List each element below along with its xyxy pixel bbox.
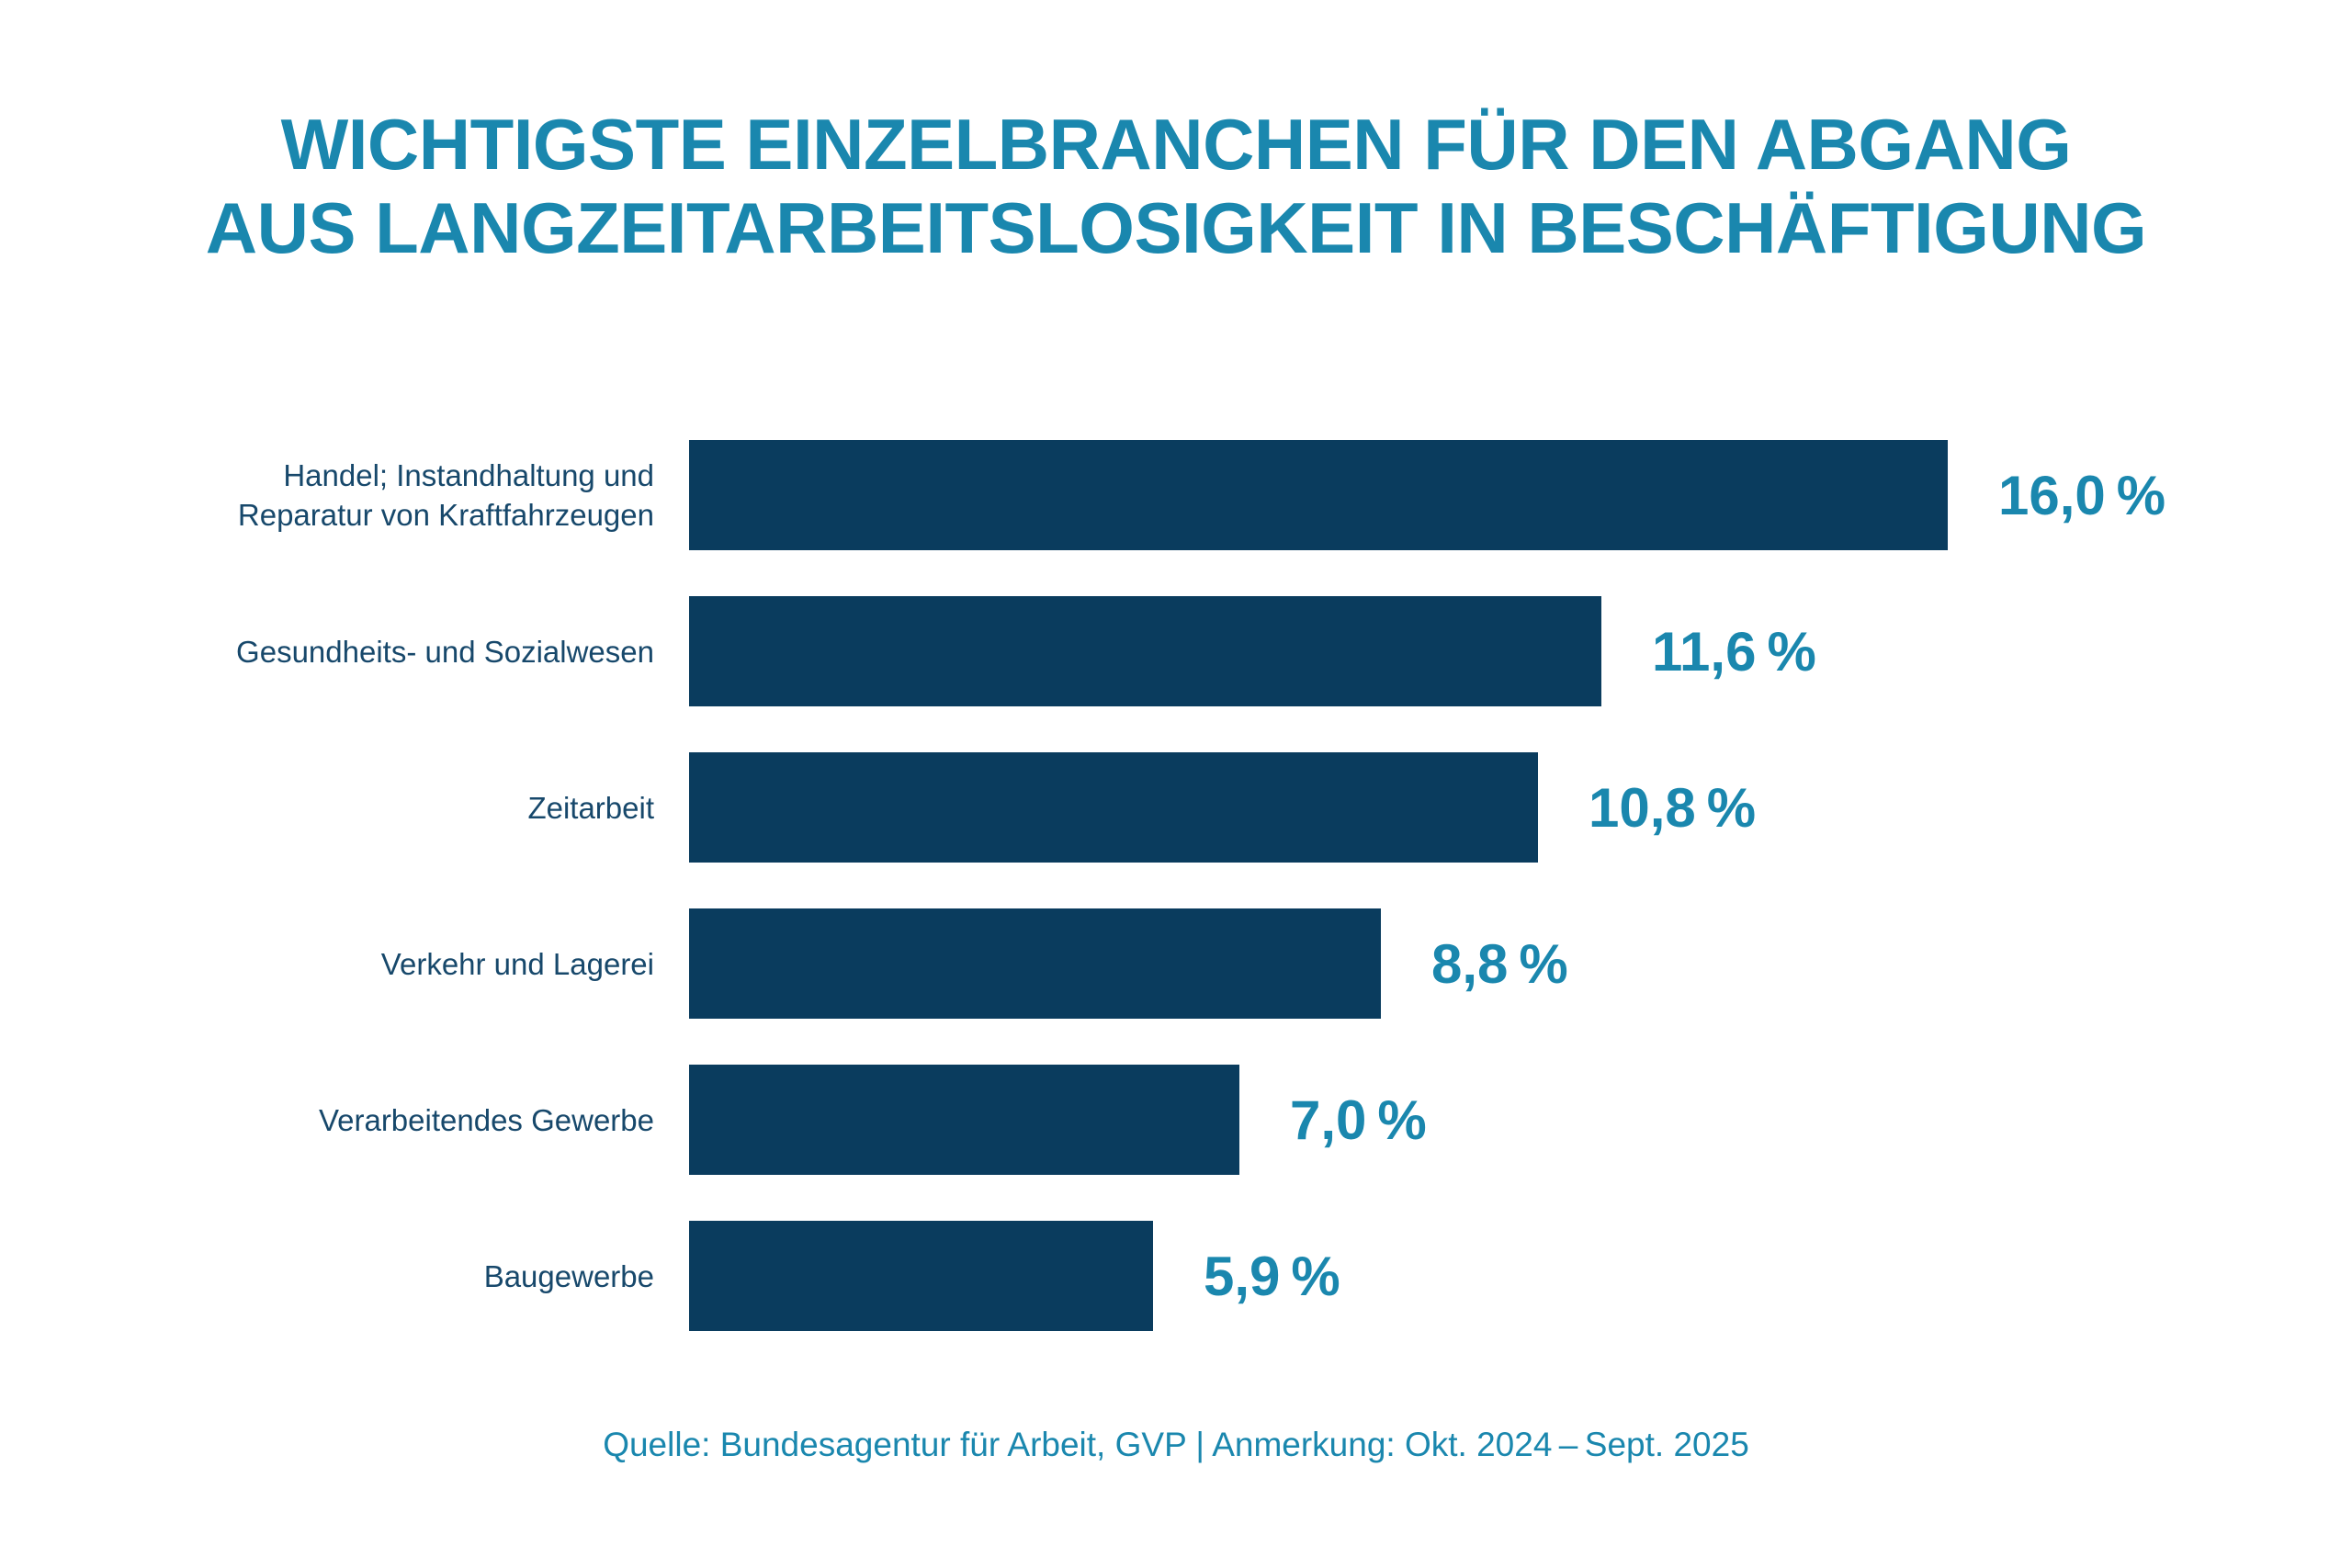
chart-title: WICHTIGSTE EINZELBRANCHEN FÜR DEN ABGANG… <box>0 103 2352 270</box>
category-label: Baugewerbe <box>483 1258 654 1293</box>
chart-row: Baugewerbe 5,9 % <box>0 1221 2352 1331</box>
chart-row: Verkehr und Lagerei 8,8 % <box>0 908 2352 1019</box>
bar <box>689 752 1538 863</box>
value-label: 8,8 % <box>1431 932 1568 995</box>
bar <box>689 440 1948 550</box>
category-label: Verarbeitendes Gewerbe <box>318 1102 654 1137</box>
bar <box>689 908 1381 1019</box>
source-note: Quelle: Bundesagentur für Arbeit, GVP | … <box>603 1426 1749 1463</box>
value-label: 7,0 % <box>1290 1089 1427 1151</box>
bar <box>689 1065 1239 1175</box>
bar <box>689 596 1601 706</box>
value-label: 10,8 % <box>1589 776 1757 839</box>
chart-row: Zeitarbeit 10,8 % <box>0 752 2352 863</box>
chart-row: Gesundheits- und Sozialwesen 11,6 % <box>0 596 2352 706</box>
category-label: Zeitarbeit <box>527 790 654 825</box>
value-label: 16,0 % <box>1998 464 2166 526</box>
value-label: 5,9 % <box>1204 1245 1340 1307</box>
chart-title-line1: WICHTIGSTE EINZELBRANCHEN FÜR DEN ABGANG <box>280 104 2072 185</box>
value-label: 11,6 % <box>1652 620 1816 682</box>
chart-row: Handel; Instandhaltung und Reparatur von… <box>0 440 2352 550</box>
bar <box>689 1221 1153 1331</box>
bar-chart: Handel; Instandhaltung und Reparatur von… <box>0 440 2352 1377</box>
category-label: Verkehr und Lagerei <box>380 946 654 981</box>
chart-row: Verarbeitendes Gewerbe 7,0 % <box>0 1065 2352 1175</box>
chart-title-line2: AUS LANGZEITARBEITSLOSIGKEIT IN BESCHÄFT… <box>205 187 2147 268</box>
category-label: Gesundheits- und Sozialwesen <box>236 634 654 669</box>
category-label: Handel; Instandhaltung und Reparatur von… <box>237 458 654 532</box>
